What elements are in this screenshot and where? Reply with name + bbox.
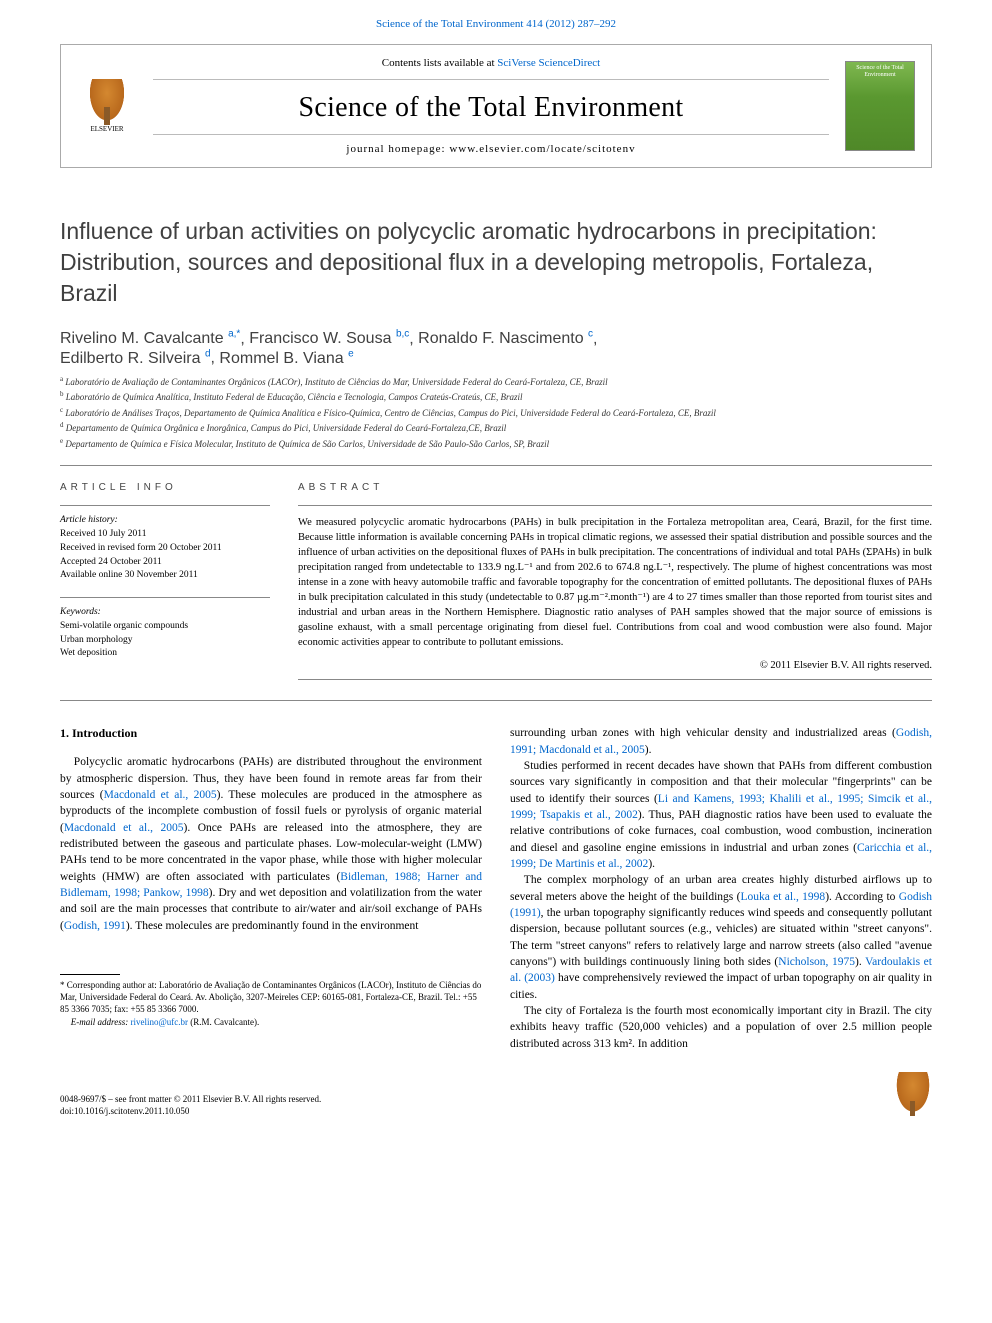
sciencedirect-link[interactable]: SciVerse ScienceDirect [497,57,600,69]
contents-line: Contents lists available at SciVerse Sci… [153,57,829,80]
publisher-name: ELSEVIER [90,125,123,133]
citation-link[interactable]: Nicholson, 1975 [778,956,855,968]
abstract: ABSTRACT We measured polycyclic aromatic… [298,482,932,680]
elsevier-tree-icon [87,79,127,125]
citation-link[interactable]: Macdonald et al., 2005 [64,822,184,834]
journal-header: ELSEVIER Contents lists available at Sci… [60,44,932,168]
citation-link[interactable]: Macdonald et al., 2005 [104,789,217,801]
author: Rivelino M. Cavalcante a,* [60,330,240,347]
divider [298,505,932,506]
divider [60,597,270,598]
body-paragraph: surrounding urban zones with high vehicu… [510,725,932,758]
affiliation: a Laboratório de Avaliação de Contaminan… [60,374,932,390]
affiliation: d Departamento de Química Orgânica e Ino… [60,420,932,436]
body-paragraph: The city of Fortaleza is the fourth most… [510,1003,932,1052]
history-item: Accepted 24 October 2011 [60,556,270,570]
article-title: Influence of urban activities on polycyc… [60,216,932,309]
author-marks[interactable]: c [588,329,593,340]
history-label: Article history: [60,514,270,528]
citation-link[interactable]: Science of the Total Environment 414 (20… [376,18,616,30]
history-item: Received 10 July 2011 [60,528,270,542]
corresponding-author-footnote: * Corresponding author at: Laboratório d… [60,979,482,1015]
author-marks[interactable]: a,* [228,329,240,340]
email-link[interactable]: rivelino@ufc.br [130,1017,188,1027]
author: Rommel B. Viana e [219,350,353,367]
author-marks[interactable]: e [348,348,354,359]
homepage-line: journal homepage: www.elsevier.com/locat… [153,134,829,155]
homepage-url[interactable]: www.elsevier.com/locate/scitotenv [449,143,635,155]
author: Francisco W. Sousa b,c [249,330,409,347]
body-paragraph: Polycyclic aromatic hydrocarbons (PAHs) … [60,754,482,934]
authors: Rivelino M. Cavalcante a,*, Francisco W.… [60,329,932,368]
divider [60,465,932,466]
doi-line: doi:10.1016/j.scitotenv.2011.10.050 [60,1105,321,1118]
divider [60,505,270,506]
body-paragraph: Studies performed in recent decades have… [510,758,932,872]
affiliations: a Laboratório de Avaliação de Contaminan… [60,374,932,452]
homepage-prefix: journal homepage: [346,143,449,155]
copyright: © 2011 Elsevier B.V. All rights reserved… [298,660,932,671]
contents-prefix: Contents lists available at [382,57,497,69]
citation-link[interactable]: Louka et al., 1998 [740,891,825,903]
elsevier-tree-icon [894,1072,932,1116]
history-item: Received in revised form 20 October 2011 [60,542,270,556]
author: Ronaldo F. Nascimento c [418,330,593,347]
author: Edilberto R. Silveira d [60,350,211,367]
article-info: ARTICLE INFO Article history: Received 1… [60,482,270,680]
journal-name: Science of the Total Environment [137,92,845,134]
publisher-logo: ELSEVIER [77,71,137,141]
affiliation: e Departamento de Química e Física Molec… [60,436,932,452]
journal-citation: Science of the Total Environment 414 (20… [0,0,992,44]
publisher-footer-logo [894,1072,932,1118]
issn-line: 0048-9697/$ – see front matter © 2011 El… [60,1093,321,1106]
article-info-heading: ARTICLE INFO [60,482,270,493]
page-footer: 0048-9697/$ – see front matter © 2011 El… [60,1072,932,1118]
section-heading: 1. Introduction [60,725,482,742]
keywords-label: Keywords: [60,606,270,620]
abstract-text: We measured polycyclic aromatic hydrocar… [298,516,932,650]
body-paragraph: The complex morphology of an urban area … [510,872,932,1003]
journal-cover-thumb: Science of the Total Environment [845,61,915,151]
affiliation: b Laboratório de Química Analítica, Inst… [60,389,932,405]
footnote-rule [60,974,120,975]
keyword: Urban morphology [60,634,270,648]
email-footnote: E-mail address: rivelino@ufc.br (R.M. Ca… [60,1016,482,1028]
history-item: Available online 30 November 2011 [60,569,270,583]
affiliation: c Laboratório de Análises Traços, Depart… [60,405,932,421]
author-marks[interactable]: d [205,348,211,359]
keyword: Semi-volatile organic compounds [60,620,270,634]
author-marks[interactable]: b,c [396,329,409,340]
divider [298,679,932,680]
keyword: Wet deposition [60,647,270,661]
citation-link[interactable]: Godish, 1991 [64,920,126,932]
abstract-heading: ABSTRACT [298,482,932,493]
divider [60,700,932,701]
article-body: 1. Introduction Polycyclic aromatic hydr… [60,725,932,1052]
